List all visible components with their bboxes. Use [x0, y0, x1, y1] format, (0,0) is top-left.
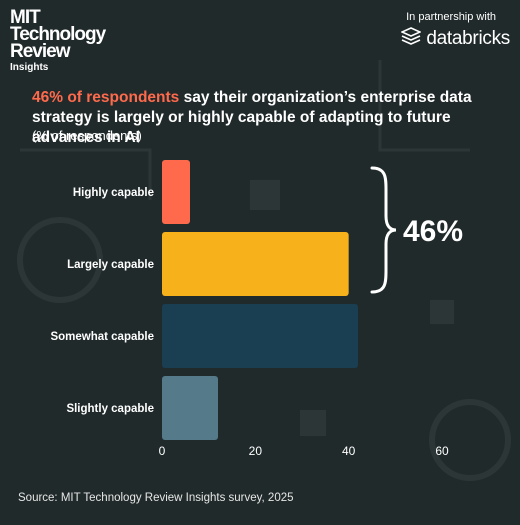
category-label: Slightly capable [66, 403, 154, 415]
logo-line: Technology [10, 24, 106, 45]
logo-line: Review [10, 41, 70, 62]
databricks-stack-icon [400, 27, 423, 50]
x-tick-label: 20 [249, 444, 263, 458]
headline-rest: say their organization’s enterprise data… [32, 89, 472, 146]
category-label: Largely capable [67, 259, 154, 271]
logo-sub: Insights [10, 62, 49, 73]
headline: 46% of respondents say their organizatio… [32, 88, 502, 148]
x-tick-label: 40 [342, 444, 356, 458]
partner-label: In partnership with [406, 11, 496, 23]
headline-highlight: 46% of respondents [32, 89, 180, 106]
partner-name: databricks [426, 27, 510, 49]
bracket [370, 166, 397, 294]
callout-percentage: 46% [403, 215, 463, 248]
databricks-logo: databricks [400, 27, 510, 50]
x-tick-label: 60 [435, 444, 449, 458]
bar [162, 304, 358, 368]
mit-technology-review-logo: MIT Technology Review Insights [10, 7, 106, 74]
x-tick-label: 0 [159, 444, 166, 458]
category-label: Somewhat capable [50, 331, 154, 343]
logo-line: MIT [10, 7, 41, 28]
partner-block: In partnership with databricks [400, 11, 510, 50]
category-label: Highly capable [73, 187, 154, 199]
bar [162, 232, 349, 296]
bar [162, 160, 190, 224]
chart-subtitle: (% of respondents) [32, 128, 142, 143]
bar-chart: Highly capable Largely capable Somewhat ca… [50, 160, 463, 458]
bar [162, 376, 218, 440]
source-note: Source: MIT Technology Review Insights s… [18, 492, 294, 504]
